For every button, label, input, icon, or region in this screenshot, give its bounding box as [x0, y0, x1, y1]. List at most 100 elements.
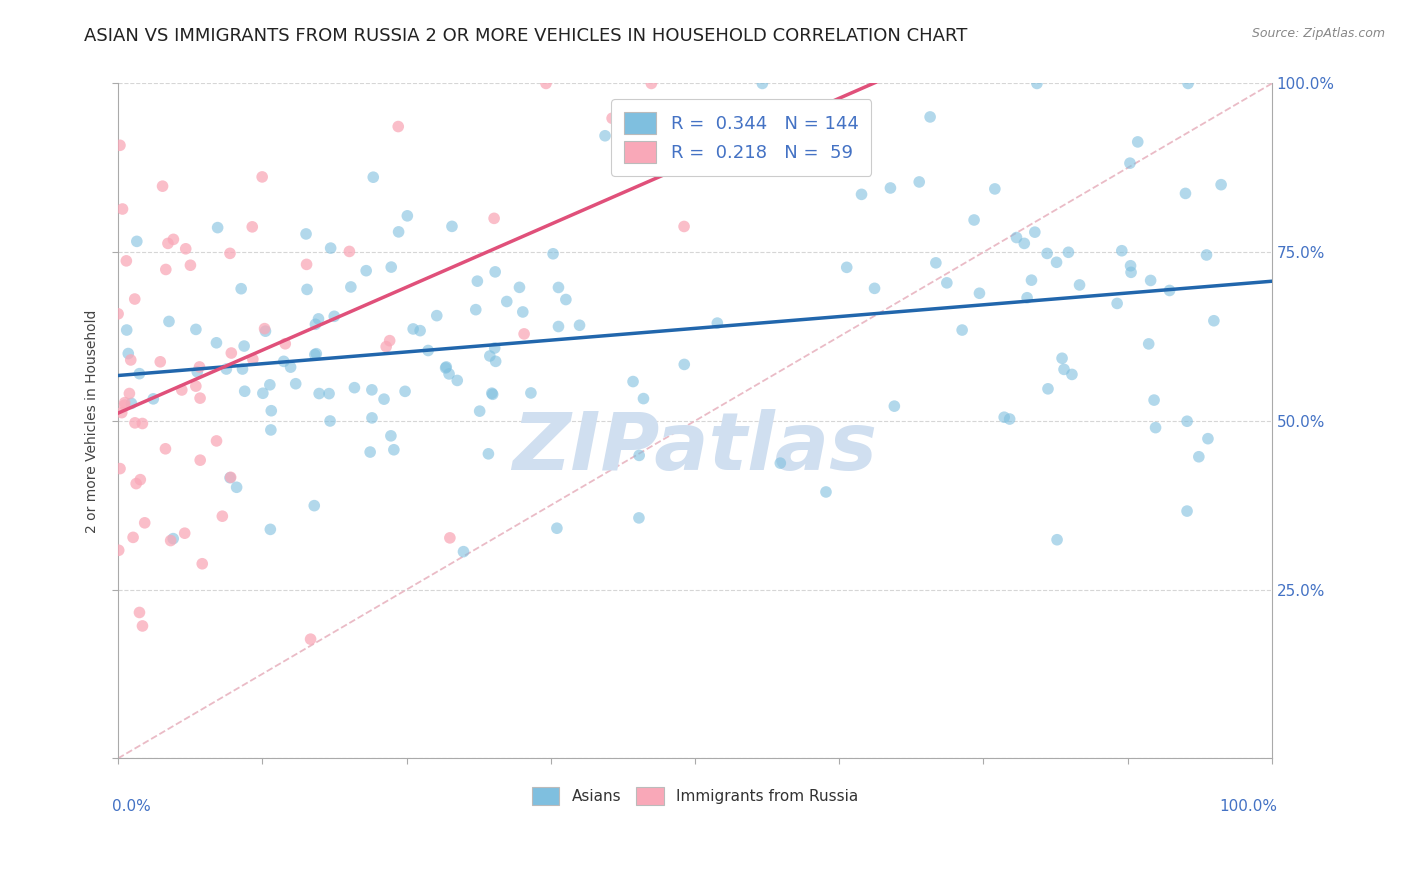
Point: [1017, 291, 1039, 305]
Point: [253, 321, 276, 335]
Point: [173, 526, 195, 541]
Point: [387, 225, 409, 239]
Point: [627, 511, 650, 525]
Point: [1036, 246, 1059, 260]
Point: [155, 442, 177, 456]
Point: [174, 242, 197, 256]
Point: [125, 476, 148, 491]
Point: [149, 355, 172, 369]
Point: [128, 606, 150, 620]
Point: [387, 120, 409, 134]
Text: ASIAN VS IMMIGRANTS FROM RUSSIA 2 OR MORE VEHICLES IN HOUSEHOLD CORRELATION CHAR: ASIAN VS IMMIGRANTS FROM RUSSIA 2 OR MOR…: [84, 27, 967, 45]
Point: [118, 386, 141, 401]
Point: [207, 220, 229, 235]
Point: [1005, 230, 1028, 244]
Point: [361, 410, 384, 425]
Point: [508, 280, 530, 294]
Point: [299, 632, 322, 647]
Point: [343, 381, 366, 395]
Point: [1045, 255, 1067, 269]
Point: [205, 434, 228, 448]
Point: [1174, 186, 1197, 201]
Point: [547, 280, 569, 294]
Point: [252, 386, 274, 401]
Point: [128, 367, 150, 381]
Point: [482, 211, 505, 226]
Point: [361, 170, 384, 185]
Point: [568, 318, 591, 333]
Point: [1144, 420, 1167, 434]
Point: [188, 359, 211, 374]
Point: [219, 471, 242, 485]
Point: [340, 280, 363, 294]
Point: [998, 412, 1021, 426]
Point: [1024, 225, 1046, 239]
Point: [621, 375, 644, 389]
Point: [304, 318, 326, 332]
Point: [394, 384, 416, 399]
Point: [162, 532, 184, 546]
Point: [1014, 236, 1036, 251]
Point: [221, 346, 243, 360]
Point: [134, 516, 156, 530]
Point: [1050, 351, 1073, 366]
Point: [1197, 432, 1219, 446]
Point: [259, 522, 281, 536]
Point: [211, 509, 233, 524]
Point: [1119, 156, 1142, 170]
Point: [308, 311, 330, 326]
Point: [418, 343, 440, 358]
Point: [464, 302, 486, 317]
Point: [547, 319, 569, 334]
Point: [513, 326, 536, 341]
Point: [541, 247, 564, 261]
Point: [673, 358, 696, 372]
Point: [233, 384, 256, 399]
Point: [280, 360, 302, 375]
Point: [124, 416, 146, 430]
Point: [360, 383, 382, 397]
Point: [593, 128, 616, 143]
Point: [883, 399, 905, 413]
Point: [1111, 244, 1133, 258]
Point: [380, 429, 402, 443]
Point: [254, 324, 277, 338]
Point: [495, 294, 517, 309]
Point: [481, 386, 503, 401]
Point: [337, 244, 360, 259]
Point: [157, 314, 180, 328]
Point: [219, 246, 242, 260]
Point: [534, 77, 557, 91]
Point: [382, 442, 405, 457]
Point: [205, 335, 228, 350]
Point: [481, 387, 503, 401]
Point: [434, 360, 457, 375]
Point: [446, 373, 468, 387]
Point: [318, 386, 340, 401]
Point: [1057, 245, 1080, 260]
Point: [1139, 273, 1161, 287]
Point: [120, 353, 142, 368]
Point: [231, 282, 253, 296]
Point: [1209, 178, 1232, 192]
Point: [1175, 414, 1198, 428]
Point: [1143, 393, 1166, 408]
Point: [233, 339, 256, 353]
Point: [1069, 277, 1091, 292]
Point: [751, 77, 773, 91]
Point: [1202, 314, 1225, 328]
Point: [304, 499, 326, 513]
Point: [1119, 259, 1142, 273]
Point: [485, 354, 508, 368]
Point: [354, 263, 377, 277]
Point: [108, 138, 131, 153]
Point: [274, 336, 297, 351]
Point: [1046, 533, 1069, 547]
Point: [554, 293, 576, 307]
Point: [468, 404, 491, 418]
Point: [107, 543, 129, 558]
Point: [131, 417, 153, 431]
Point: [478, 349, 501, 363]
Point: [409, 324, 432, 338]
Point: [1119, 265, 1142, 279]
